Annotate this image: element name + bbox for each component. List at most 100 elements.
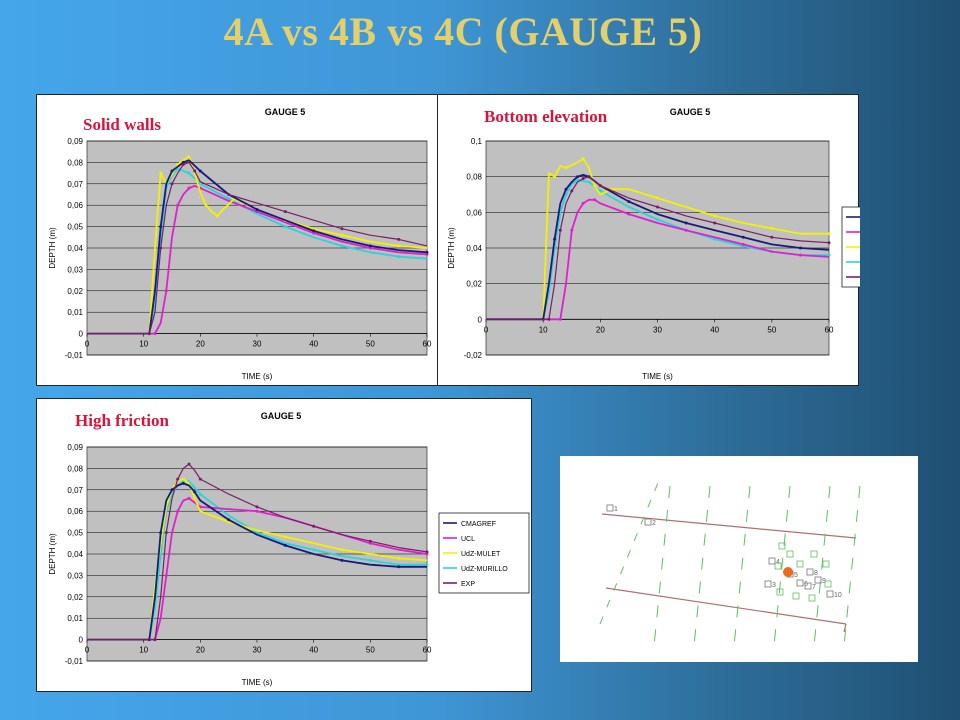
- data-point-udz-murillo: [187, 171, 191, 175]
- y-tick-label: 0,08: [67, 464, 83, 473]
- sensor-marker: [822, 560, 830, 568]
- data-point-udz-mulet: [397, 556, 401, 560]
- data-point-ucl: [570, 228, 574, 232]
- sensor-marker: [778, 542, 786, 550]
- data-point-cmagref: [312, 229, 316, 233]
- grid-line: [843, 485, 861, 647]
- legend-entry: EXP: [461, 581, 475, 588]
- series-line-ucl: [87, 185, 428, 335]
- y-tick-label: 0,07: [67, 486, 83, 495]
- y-tick-label: 0,09: [67, 443, 83, 452]
- y-tick-label: 0,1: [471, 137, 483, 146]
- gauge-label: 7: [812, 584, 816, 591]
- data-point-exp: [147, 332, 151, 336]
- y-tick-label: 0,04: [466, 244, 482, 253]
- y-tick-label: 0,05: [67, 529, 83, 538]
- series-line-cmagref: [87, 159, 428, 335]
- data-point-cmagref: [340, 558, 344, 562]
- data-point-exp: [159, 246, 163, 250]
- data-point-udz-mulet: [340, 233, 344, 237]
- y-axis-label: DEPTH (m): [48, 227, 57, 269]
- data-point-udz-murillo: [656, 218, 659, 221]
- x-tick-label: 20: [196, 340, 205, 349]
- data-point-cmagref: [170, 488, 174, 492]
- x-tick-label: 50: [767, 325, 776, 334]
- data-point-ucl: [176, 509, 180, 513]
- x-tick-label: 0: [85, 340, 90, 349]
- data-point-cmagref: [397, 565, 401, 569]
- y-tick-label: 0,04: [67, 550, 83, 559]
- y-axis-label: DEPTH (m): [447, 227, 456, 269]
- series-line-udz-mulet: [486, 157, 829, 321]
- gauge-marker: [814, 576, 822, 584]
- data-point-udz-mulet: [656, 196, 659, 200]
- flume-wall-end: [843, 623, 847, 633]
- legend-entry: UdZ-MULET: [461, 551, 501, 558]
- sensor-marker: [796, 560, 804, 568]
- flume-wall-upper: [601, 513, 857, 539]
- data-point-cmagref: [425, 250, 429, 254]
- grid-line: [813, 485, 831, 647]
- flume-wall-lower: [605, 587, 847, 625]
- data-point-exp: [193, 169, 197, 173]
- data-point-cmagref: [283, 543, 287, 547]
- gauge-marker: [644, 518, 652, 526]
- data-point-exp: [570, 189, 574, 193]
- y-tick-label: 0,08: [466, 173, 482, 182]
- y-axis-label: DEPTH (m): [48, 533, 57, 575]
- data-point-udz-mulet: [770, 226, 774, 230]
- data-point-ucl: [368, 246, 372, 250]
- gauge-label: 4: [776, 559, 780, 566]
- data-point-udz-murillo: [340, 244, 344, 248]
- series-line-udz-murillo: [87, 480, 427, 641]
- x-axis-label: TIME (s): [242, 678, 273, 687]
- x-axis-label: TIME (s): [242, 372, 273, 381]
- data-point-exp: [312, 524, 316, 528]
- data-point-exp: [598, 184, 602, 188]
- sensor-marker: [792, 592, 800, 600]
- chart-high-friction: GAUGE 5-0,0100,010,020,030,040,050,060,0…: [48, 411, 530, 687]
- data-point-exp: [397, 237, 401, 241]
- y-tick-label: 0,05: [67, 223, 83, 232]
- y-tick-label: 0,02: [67, 287, 83, 296]
- slide-title: 4A vs 4B vs 4C (GAUGE 5): [223, 9, 703, 54]
- gauge-marker: [764, 580, 772, 588]
- data-point-udz-mulet: [553, 175, 557, 179]
- gauge-label: 6: [804, 581, 808, 588]
- y-tick-label: 0,06: [67, 201, 83, 210]
- data-point-exp: [368, 539, 372, 543]
- y-tick-label: 0,01: [67, 308, 83, 317]
- legend-entry: CMAGREF: [461, 521, 496, 528]
- y-tick-label: 0,01: [67, 614, 83, 623]
- x-tick-label: 20: [196, 646, 205, 655]
- sensor-marker: [824, 580, 832, 588]
- data-point-exp: [164, 531, 168, 535]
- data-point-exp: [176, 477, 180, 481]
- data-point-ucl: [558, 317, 562, 321]
- flume-layout-diagram: 1 2 3 4 56 7 89 10: [599, 477, 861, 647]
- data-point-cmagref: [193, 490, 197, 494]
- data-point-ucl: [176, 203, 180, 207]
- data-point-ucl: [741, 242, 745, 246]
- data-point-cmagref: [684, 221, 688, 225]
- data-point-cmagref: [741, 235, 745, 239]
- panel-label-bottom-elevation: Bottom elevation: [484, 107, 608, 126]
- data-point-udz-murillo: [227, 197, 231, 201]
- data-point-ucl: [187, 186, 191, 190]
- legend-entry: UdZ-MURILLO: [461, 566, 508, 573]
- data-point-cmagref: [798, 246, 802, 250]
- data-point-ucl: [187, 496, 191, 500]
- data-point-cmagref: [159, 225, 163, 229]
- data-point-exp: [713, 221, 717, 225]
- gauge-label: 1: [614, 506, 618, 513]
- x-tick-label: 30: [253, 646, 262, 655]
- data-point-ucl: [593, 198, 597, 202]
- data-point-cmagref: [159, 531, 163, 535]
- chart-panel-bottom-elevation: GAUGE 5 -0,02 0 0,02 0,04 0,06 0,08 0,1 0 10 20 30 4…: [437, 94, 860, 386]
- data-point-ucl: [153, 332, 157, 336]
- chart-title: GAUGE 5: [261, 411, 302, 421]
- data-point-ucl: [684, 228, 688, 232]
- data-point-exp: [227, 193, 231, 196]
- data-point-ucl: [581, 201, 585, 205]
- legend-entry: UCL: [461, 536, 475, 543]
